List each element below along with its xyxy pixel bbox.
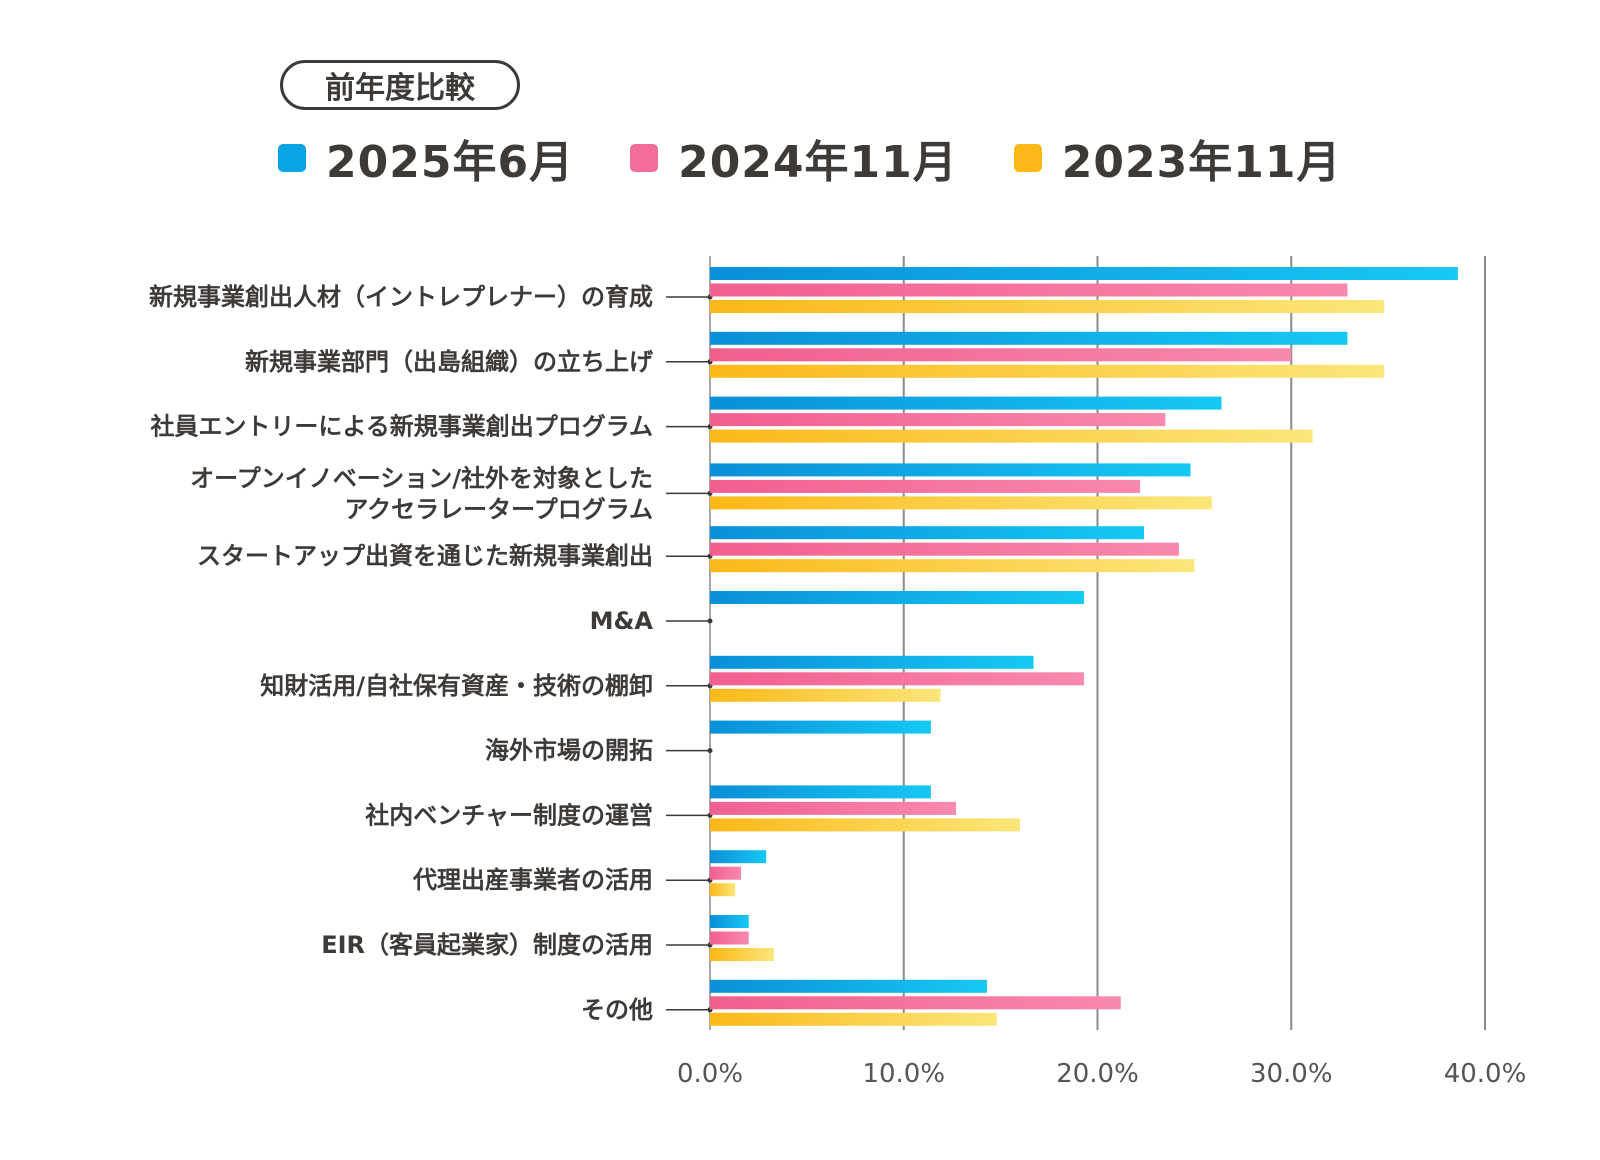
bar-chart: 0.0% 10.0% 20.0% 30.0% 40.0% 新規事業創出人材（イントレプレナ… — [0, 0, 1600, 1160]
bar-2023-8 — [710, 818, 1020, 831]
bar-2023-2 — [710, 430, 1313, 443]
category-label-1: 新規事業部門（出島組織）の立ち上げ — [245, 348, 654, 376]
bar-2025-4 — [710, 526, 1144, 539]
bar-2023-3 — [710, 496, 1212, 509]
category-label-11: その他 — [581, 996, 653, 1024]
bar-2024-9 — [710, 867, 741, 880]
x-tick-label-1: 10.0% — [862, 1059, 945, 1089]
category-label-3-line-1: アクセラレータープログラム — [344, 495, 653, 523]
bar-2024-6 — [710, 672, 1084, 685]
bar-2025-3 — [710, 463, 1191, 476]
x-tick-label-2: 20.0% — [1056, 1059, 1139, 1089]
category-label-7: 海外市場の開拓 — [485, 737, 653, 765]
category-label-4: スタートアップ出資を通じた新規事業創出 — [197, 542, 653, 570]
bar-2023-9 — [710, 883, 735, 896]
bar-2024-8 — [710, 802, 956, 815]
category-label-3-line-0: オープンイノベーション/社外を対象とした — [190, 464, 653, 492]
row-dot-7 — [708, 748, 713, 753]
bar-2023-10 — [710, 948, 774, 961]
x-tick-label-3: 30.0% — [1250, 1059, 1333, 1089]
bar-2024-0 — [710, 284, 1347, 297]
bar-2025-11 — [710, 980, 987, 993]
bar-2024-2 — [710, 413, 1165, 426]
bar-2024-3 — [710, 480, 1140, 493]
category-label-9: 代理出産事業者の活用 — [412, 866, 653, 894]
bar-2025-0 — [710, 267, 1458, 280]
bar-2025-10 — [710, 915, 749, 928]
bar-2023-6 — [710, 689, 941, 702]
bar-2025-1 — [710, 332, 1347, 345]
bar-2025-8 — [710, 785, 931, 798]
bar-2023-11 — [710, 1013, 997, 1026]
bar-2025-5 — [710, 591, 1084, 604]
bar-2023-0 — [710, 300, 1384, 313]
bar-2023-4 — [710, 559, 1194, 572]
x-tick-label-0: 0.0% — [677, 1059, 743, 1089]
category-label-6: 知財活用/自社保有資産・技術の棚卸 — [260, 672, 653, 700]
row-dot-5 — [708, 619, 713, 624]
bar-2023-1 — [710, 365, 1384, 378]
bar-2024-4 — [710, 543, 1179, 556]
bar-2024-1 — [710, 348, 1291, 361]
bar-2025-2 — [710, 397, 1222, 410]
category-label-0: 新規事業創出人材（イントレプレナー）の育成 — [149, 283, 653, 311]
category-label-2: 社員エントリーによる新規事業創出プログラム — [150, 413, 653, 441]
category-label-5: M&A — [590, 607, 654, 635]
bar-2025-6 — [710, 656, 1034, 669]
bar-2025-7 — [710, 721, 931, 734]
category-label-10: EIR（客員起業家）制度の活用 — [321, 931, 653, 959]
bar-2025-9 — [710, 850, 766, 863]
category-label-8: 社内ベンチャー制度の運営 — [365, 801, 653, 829]
bar-2024-10 — [710, 932, 749, 945]
x-tick-label-4: 40.0% — [1444, 1059, 1527, 1089]
bar-2024-11 — [710, 996, 1121, 1009]
